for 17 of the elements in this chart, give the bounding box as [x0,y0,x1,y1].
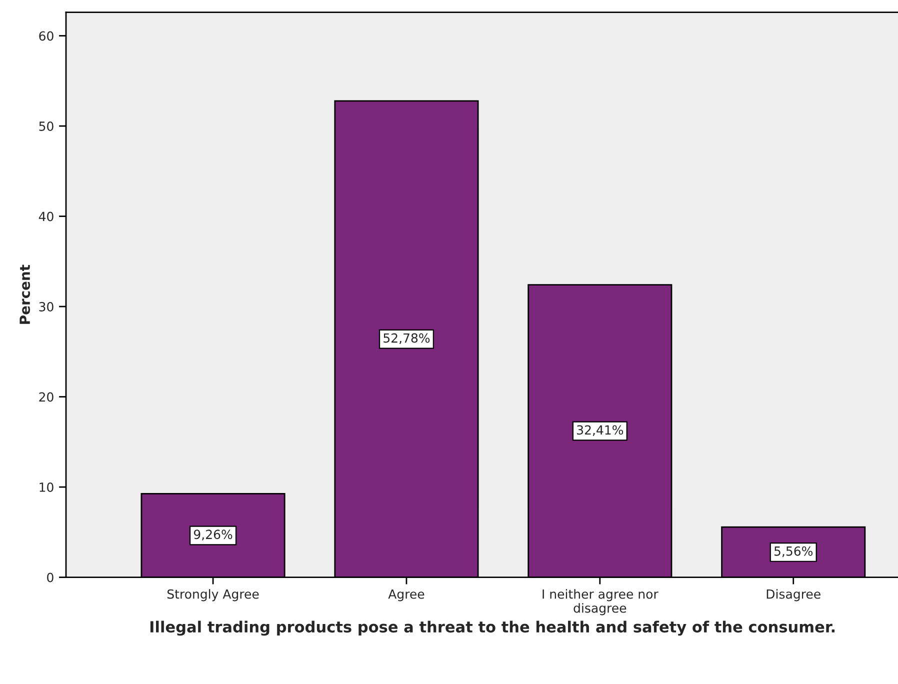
data-label: 5,56% [774,546,813,558]
y-tick-label: 10 [40,482,54,492]
x-tick-label: Agree [388,589,424,602]
y-tick-label: 50 [39,122,54,131]
y-tick-label: 60 [39,31,54,41]
x-tick-label: Strongly Agree [167,589,259,602]
y-tick-label: 30 [39,302,54,312]
data-label: 52,78% [384,333,430,344]
y-tick-label: 40 [38,212,54,222]
x-tick-label: I neither agree nor disagree [542,589,658,616]
x-axis-title: Illegal trading products pose a threat to the health and safety of the consumer. [150,620,835,636]
y-tick-label: 0 [47,572,54,582]
y-axis-title: Percent [20,264,30,324]
data-label: 32,41% [577,425,624,436]
y-tick-label: 20 [39,392,54,402]
data-label: 9,26% [194,530,232,540]
x-tick-label: Disagree [766,589,820,602]
